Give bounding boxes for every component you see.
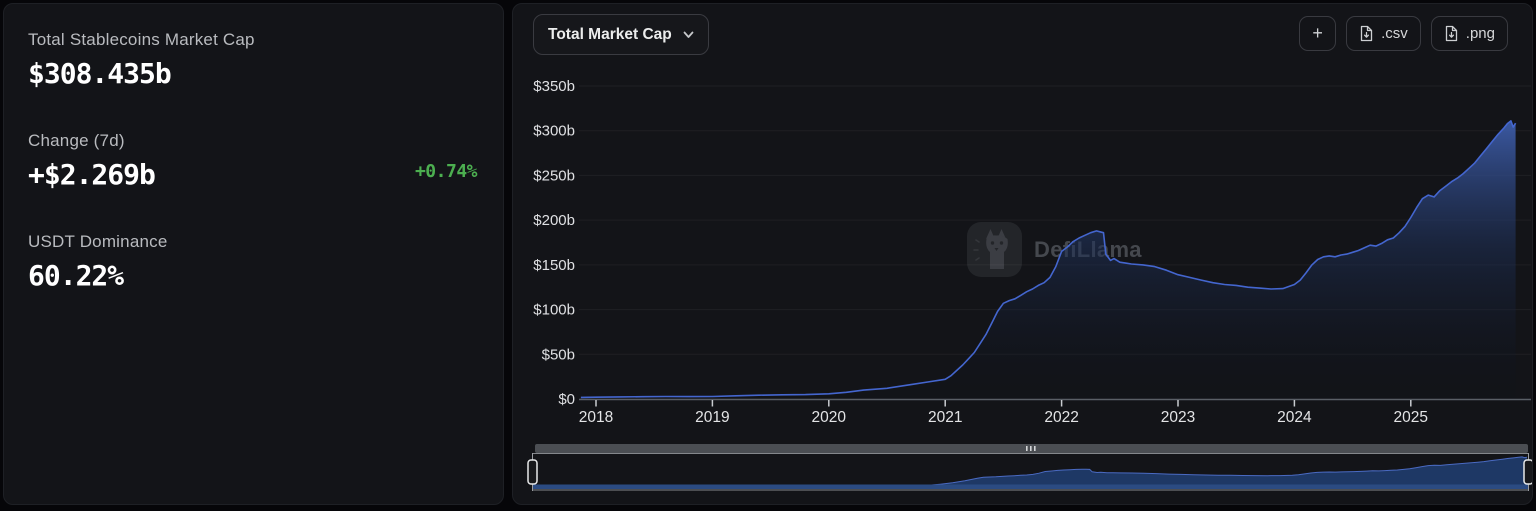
add-chart-button[interactable]: + bbox=[1299, 16, 1337, 51]
chevron-down-icon bbox=[683, 31, 694, 39]
grip-dots-icon bbox=[1030, 446, 1032, 451]
usdt-dominance-label: USDT Dominance bbox=[28, 232, 168, 251]
x-axis-label: 2021 bbox=[928, 409, 962, 426]
export-csv-button[interactable]: .csv bbox=[1346, 16, 1421, 51]
grip-dots-icon bbox=[1026, 446, 1028, 451]
y-axis-label: $50b bbox=[542, 346, 575, 363]
area-series-fill bbox=[580, 120, 1516, 399]
total-market-cap-value: $308.435b bbox=[28, 57, 172, 90]
brush-handle-left[interactable] bbox=[527, 453, 538, 491]
total-market-cap-label: Total Stablecoins Market Cap bbox=[28, 30, 255, 49]
x-axis-label: 2018 bbox=[579, 409, 613, 426]
change-7d-stat: Change (7d) +$2.269b +0.74% bbox=[28, 131, 478, 191]
total-market-cap-stat: Total Stablecoins Market Cap $308.435b bbox=[28, 30, 477, 90]
export-png-label: .png bbox=[1465, 25, 1495, 42]
change-7d-value: +$2.269b bbox=[28, 158, 156, 191]
usdt-dominance-value: 60.22% bbox=[28, 259, 124, 292]
y-axis-label: $250b bbox=[533, 167, 575, 184]
brush-handle-right[interactable] bbox=[1523, 453, 1532, 491]
y-axis-label: $150b bbox=[533, 257, 575, 274]
chart-toolbar: + .csv .png bbox=[1299, 16, 1508, 51]
x-axis-label: 2025 bbox=[1394, 409, 1428, 426]
market-cap-area-chart[interactable]: $0 $50b $100b $150b $200b $250b $300b $350b 2018… bbox=[513, 4, 1532, 504]
chart-panel: Total Market Cap + .csv bbox=[512, 3, 1533, 505]
stats-panel: Total Stablecoins Market Cap $308.435b C… bbox=[3, 3, 504, 505]
x-axis-label: 2024 bbox=[1277, 409, 1312, 426]
y-axis-label: $300b bbox=[533, 123, 575, 140]
y-axis-label: $0 bbox=[558, 391, 575, 408]
change-7d-percent: +0.74% bbox=[414, 160, 478, 182]
export-png-button[interactable]: .png bbox=[1430, 16, 1508, 51]
grip-dots-icon bbox=[1034, 446, 1036, 451]
y-axis-label: $200b bbox=[533, 212, 575, 229]
brush-mini-area bbox=[535, 456, 1527, 489]
line-series bbox=[580, 120, 1517, 399]
y-axis-label: $350b bbox=[533, 78, 575, 95]
file-download-icon bbox=[1359, 25, 1374, 42]
x-axis-label: 2019 bbox=[695, 409, 729, 426]
change-7d-label: Change (7d) bbox=[28, 131, 125, 150]
brush-baseline-band bbox=[533, 484, 1528, 489]
export-csv-label: .csv bbox=[1381, 25, 1408, 42]
x-axis-label: 2020 bbox=[812, 409, 847, 426]
file-download-icon bbox=[1444, 25, 1459, 42]
metric-selector-label: Total Market Cap bbox=[548, 25, 672, 43]
defillama-llama-icon bbox=[967, 222, 1022, 277]
usdt-dominance-stat: USDT Dominance 60.22% bbox=[28, 232, 477, 292]
x-axis-label: 2022 bbox=[1044, 409, 1078, 426]
metric-selector-dropdown[interactable]: Total Market Cap bbox=[533, 14, 709, 55]
x-axis-label: 2023 bbox=[1161, 409, 1195, 426]
y-axis-label: $100b bbox=[533, 302, 575, 319]
